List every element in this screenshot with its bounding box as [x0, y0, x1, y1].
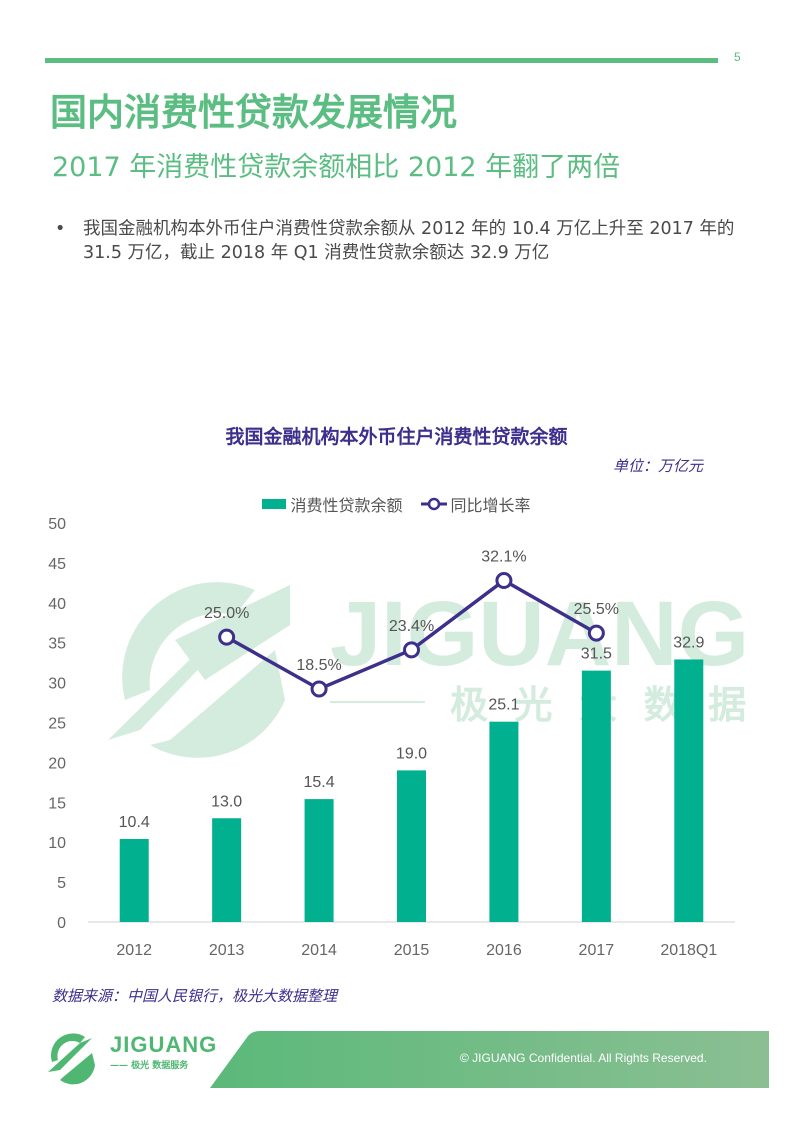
jiguang-logo-icon [48, 1033, 95, 1085]
y-tick-label: 35 [48, 636, 66, 653]
legend-line-label: 同比增长率 [450, 496, 531, 515]
y-tick-label: 40 [48, 596, 66, 613]
line-marker [218, 628, 236, 646]
line-value-label: 25.0% [204, 605, 249, 622]
bar-value-label: 13.0 [211, 793, 242, 810]
footer-copyright: © JIGUANG Confidential. All Rights Reser… [460, 1051, 707, 1065]
bullet-text: 我国金融机构本外币住户消费性贷款余额从 2012 年的 10.4 万亿上升至 2… [83, 219, 735, 263]
x-tick-label: 2013 [209, 942, 245, 959]
bar [304, 799, 334, 922]
page-subtitle: 2017 年消费性贷款余额相比 2012 年翻了两倍 [52, 152, 621, 183]
y-tick-label: 50 [48, 516, 66, 533]
line-marker [310, 680, 328, 698]
bar-value-label: 15.4 [304, 774, 335, 791]
x-tick-label: 2017 [579, 942, 615, 959]
bar [581, 670, 611, 922]
y-tick-label: 25 [48, 716, 66, 733]
bar [489, 721, 519, 922]
chart-unit: 单位：万亿元 [612, 457, 703, 475]
bar [397, 770, 426, 922]
bar-value-label: 10.4 [119, 814, 150, 831]
y-tick-label: 5 [57, 875, 66, 892]
line-marker [495, 571, 513, 589]
logo-tagline: —— 极光 数据服务 [110, 1061, 189, 1071]
legend-bar-label: 消费性贷款余额 [290, 496, 403, 515]
line-marker [587, 624, 605, 642]
line-value-label: 25.5% [574, 601, 619, 618]
bar-value-label: 31.5 [581, 646, 612, 663]
x-tick-label: 2018Q1 [660, 942, 717, 959]
bar-value-label: 32.9 [673, 634, 704, 651]
bar [119, 839, 149, 922]
line-value-label: 32.1% [481, 548, 526, 565]
y-tick-label: 45 [48, 556, 66, 573]
chart-title: 我国金融机构本外币住户消费性贷款余额 [225, 426, 568, 448]
page-number: 5 [734, 50, 741, 64]
page-title: 国内消费性贷款发展情况 [50, 91, 457, 134]
chart-legend: 消费性贷款余额 同比增长率 [0, 492, 793, 516]
data-source: 数据来源：中国人民银行，极光大数据整理 [52, 987, 338, 1005]
x-tick-label: 2016 [486, 942, 522, 959]
logo-name: JIGUANG [110, 1032, 218, 1057]
x-tick-label: 2015 [394, 942, 430, 959]
line-marker [403, 641, 420, 659]
bar-value-label: 19.0 [396, 745, 427, 762]
x-tick-label: 2012 [116, 942, 152, 959]
legend-bar-swatch [262, 499, 287, 509]
y-tick-label: 10 [48, 835, 66, 852]
legend-item-bar: 消费性贷款余额 [262, 492, 403, 516]
top-rule [45, 58, 718, 63]
y-tick-label: 15 [48, 795, 66, 812]
bar-value-label: 25.1 [488, 697, 519, 714]
x-tick-label: 2014 [301, 942, 337, 959]
bar [674, 659, 704, 922]
line-value-label: 18.5% [296, 657, 341, 674]
legend-item-line: 同比增长率 [420, 492, 531, 516]
bar [212, 818, 242, 922]
line-value-label: 23.4% [389, 618, 434, 635]
legend-line-swatch [420, 497, 447, 511]
y-tick-label: 0 [57, 915, 66, 932]
bullet-marker: • [55, 219, 66, 239]
y-tick-label: 20 [48, 755, 66, 772]
y-tick-label: 30 [48, 676, 66, 693]
